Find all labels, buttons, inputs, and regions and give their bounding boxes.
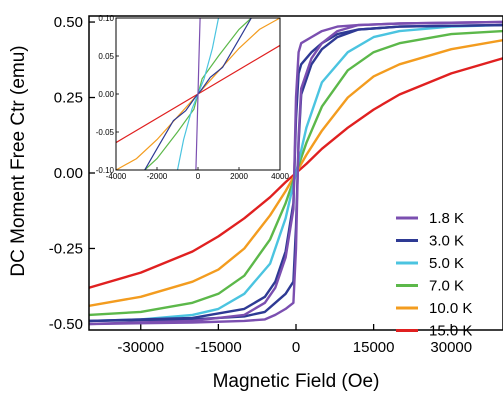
legend-label: 10.0 K (429, 300, 472, 317)
inset-y-tick-label: 0.05 (98, 52, 114, 61)
inset-x-tick-label: 4000 (271, 172, 289, 181)
inset-y-tick-label: 0.00 (98, 90, 114, 99)
x-tick-label: 0 (292, 339, 300, 356)
x-axis-title: Magnetic Field (Oe) (213, 371, 380, 392)
x-tick-label: -15000 (195, 339, 242, 356)
legend-label: 3.0 K (429, 233, 464, 250)
legend: 1.8 K 3.0 K 5.0 K 7.0 K 10.0 K 15.0 K (396, 210, 472, 340)
y-tick-label: 0.50 (54, 14, 83, 31)
series-line-lower (89, 20, 503, 326)
legend-label: 5.0 K (429, 255, 464, 272)
inset-x-tick-label: -2000 (147, 172, 168, 181)
inset-x-tick-label: 0 (196, 172, 201, 181)
inset-chart: -4000 -2000 0 2000 4000 -0.10 -0.05 0.00 0.05 0.1… (96, 14, 290, 181)
inset-series-line (195, 18, 201, 170)
y-axis-title: DC Moment Free Ctr (emu) (8, 45, 29, 276)
y-tick-label: 0.00 (54, 165, 83, 182)
series-line (89, 23, 503, 323)
series-1-8-k (89, 20, 503, 326)
x-tick-label: -30000 (117, 339, 164, 356)
inset-x-tick-label: -4000 (106, 172, 127, 181)
series-line-upper (89, 20, 503, 326)
series-5-0-k (89, 23, 503, 323)
legend-label: 15.0 K (429, 323, 472, 340)
y-tick-label: -0.50 (49, 316, 83, 333)
x-tick-label: 30000 (430, 339, 472, 356)
x-tick-label: 15000 (353, 339, 395, 356)
inset-x-tick-label: 2000 (230, 172, 248, 181)
legend-label: 1.8 K (429, 210, 464, 227)
main-tick-layer: -30000 -15000 0 15000 30000 -0.50 -0.25 0.00 0.2… (49, 14, 472, 356)
series-line-upper (89, 23, 503, 323)
y-tick-label: -0.25 (49, 240, 83, 257)
inset-y-tick-label: -0.05 (96, 128, 115, 137)
inset-y-tick-label: 0.10 (98, 14, 114, 23)
inset-y-tick-label: -0.10 (96, 166, 115, 175)
plot-frame (88, 15, 503, 331)
main-series-layer (89, 20, 503, 326)
y-tick-label: 0.25 (54, 90, 83, 107)
inset-series-layer (116, 18, 280, 170)
legend-label: 7.0 K (429, 278, 464, 295)
